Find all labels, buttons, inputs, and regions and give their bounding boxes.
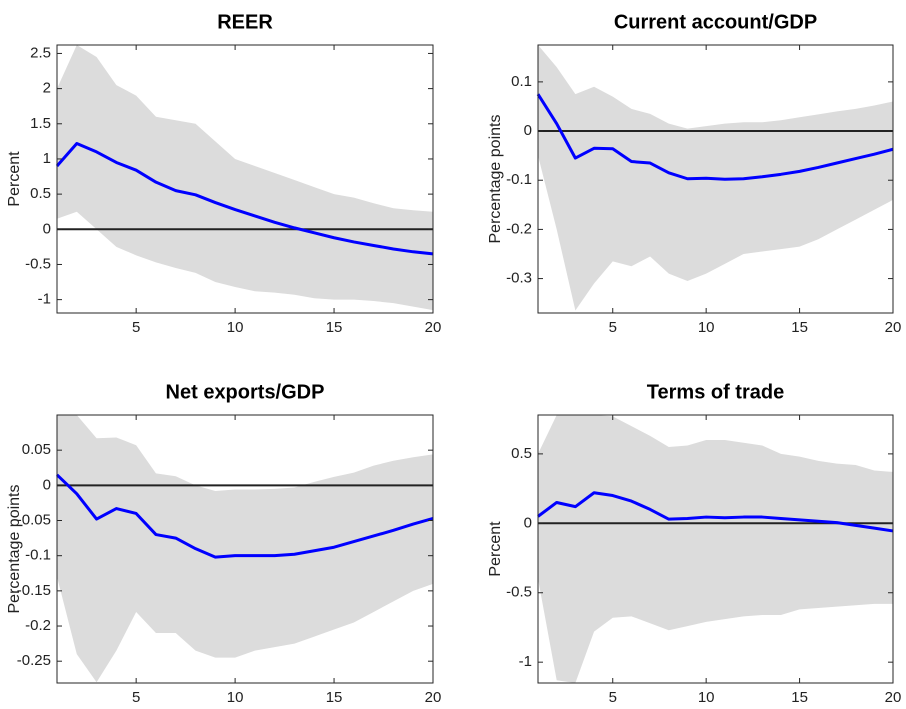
confidence-band — [538, 415, 893, 683]
y-tick-label: -0.1 — [25, 547, 51, 564]
y-tick-label: 0.5 — [511, 445, 532, 462]
axes-box — [537, 414, 894, 684]
y-axis-label: Percent — [487, 521, 504, 577]
x-tick-label: 20 — [425, 319, 442, 336]
x-tick-label: 10 — [227, 319, 244, 336]
impulse-response-line — [55, 141, 434, 256]
axes-box — [537, 44, 894, 314]
y-tick-label: -0.5 — [506, 584, 532, 601]
y-tick-label: 0 — [524, 122, 532, 139]
x-tick-label: 5 — [609, 319, 617, 336]
x-tick-label: 20 — [425, 689, 442, 706]
x-tick-label: 5 — [132, 689, 140, 706]
y-tick-label: 1 — [43, 150, 51, 167]
y-tick-label: -1 — [38, 291, 51, 308]
x-tick-label: 15 — [326, 689, 343, 706]
panel-title: REER — [217, 11, 273, 33]
x-tick-label: 5 — [609, 689, 617, 706]
y-tick-label: 0.05 — [22, 441, 51, 458]
confidence-band — [57, 415, 433, 683]
impulse-response-line — [55, 473, 434, 559]
x-tick-label: 10 — [698, 689, 715, 706]
axes-box — [56, 44, 434, 314]
x-tick-label: 15 — [326, 319, 343, 336]
x-tick-label: 10 — [698, 319, 715, 336]
y-tick-label: -0.5 — [25, 255, 51, 272]
x-tick-label: 20 — [885, 319, 902, 336]
panel-title: Net exports/GDP — [166, 381, 325, 403]
impulse-response-line — [536, 93, 894, 181]
x-tick-label: 15 — [791, 319, 808, 336]
y-tick-label: -0.25 — [17, 652, 51, 669]
confidence-band — [57, 45, 433, 311]
axes-box — [56, 414, 434, 684]
y-tick-label: 2 — [43, 80, 51, 97]
y-tick-label: 1.5 — [30, 115, 51, 132]
y-tick-label: -0.2 — [25, 617, 51, 634]
y-tick-label: 0.1 — [511, 73, 532, 90]
y-tick-label: 2.5 — [30, 44, 51, 61]
panel-title: Current account/GDP — [614, 11, 817, 33]
y-tick-label: 0.5 — [30, 185, 51, 202]
panel-title: Terms of trade — [647, 381, 784, 403]
y-tick-label: 0 — [524, 514, 532, 531]
y-tick-label: 0 — [43, 220, 51, 237]
impulse-response-line — [537, 491, 894, 533]
x-tick-label: 10 — [227, 689, 244, 706]
y-axis-label: Percentage points — [6, 485, 23, 614]
x-tick-label: 5 — [132, 319, 140, 336]
y-tick-label: -0.1 — [506, 171, 532, 188]
y-tick-label: -0.3 — [506, 270, 532, 287]
x-tick-label: 15 — [791, 689, 808, 706]
y-tick-label: -1 — [519, 653, 532, 670]
y-axis-label: Percent — [6, 151, 23, 207]
y-tick-label: -0.15 — [17, 582, 51, 599]
y-tick-label: -0.2 — [506, 220, 532, 237]
x-tick-label: 20 — [885, 689, 902, 706]
y-tick-label: 0 — [43, 476, 51, 493]
y-tick-label: -0.05 — [17, 511, 51, 528]
y-axis-label: Percentage points — [487, 115, 504, 244]
